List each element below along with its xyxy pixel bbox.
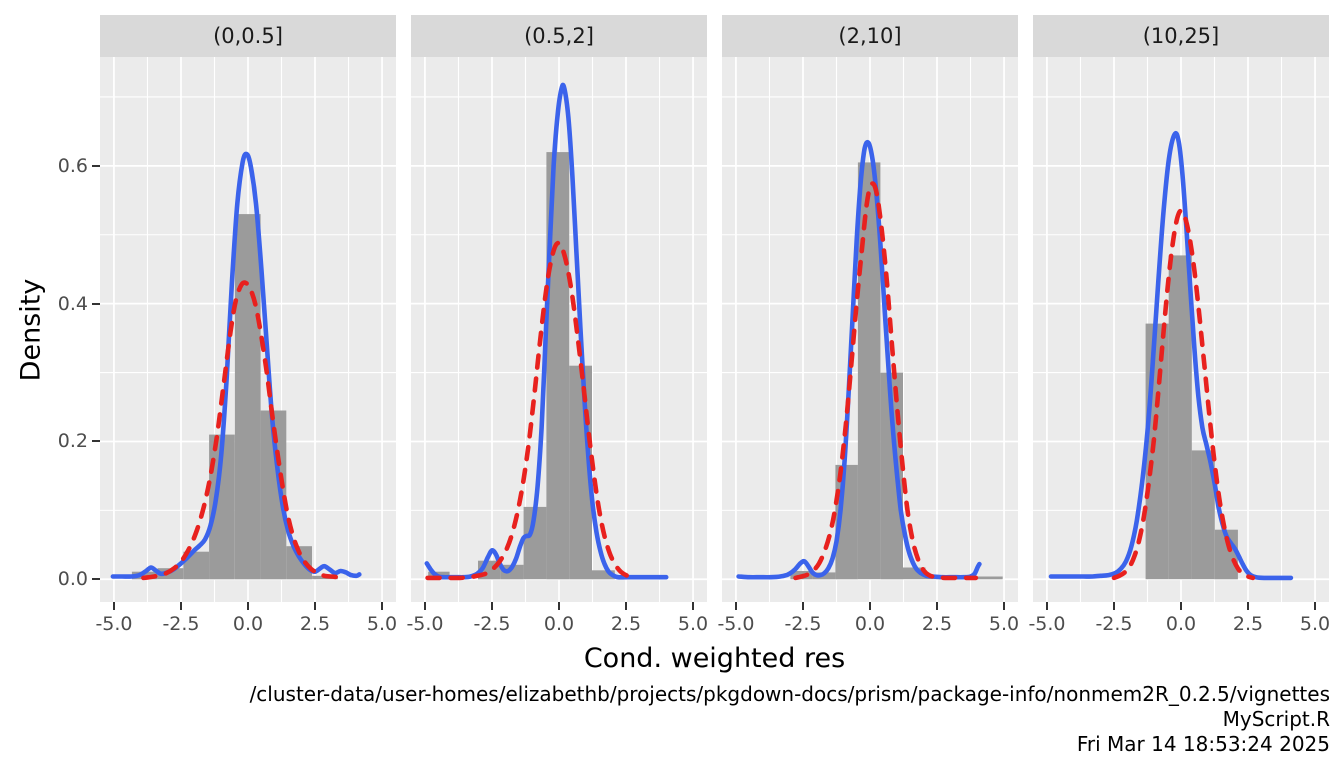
facet-panel — [100, 57, 396, 602]
y-tick-mark — [92, 303, 100, 305]
density-curve-red — [793, 181, 979, 581]
x-tick-mark — [1003, 602, 1005, 610]
x-tick-mark — [1046, 602, 1048, 610]
x-tick-mark — [936, 602, 938, 610]
density-curve-red — [425, 240, 637, 581]
y-tick-label: 0.2 — [57, 430, 88, 452]
x-tick-mark — [1314, 602, 1316, 610]
x-tick-label: -2.5 — [1095, 613, 1133, 635]
x-tick-label: 5.0 — [677, 613, 709, 635]
facet-strip-label: (2,10] — [838, 24, 902, 48]
histogram-bar — [234, 214, 261, 580]
facet-strip: (10,25] — [1033, 15, 1329, 57]
x-tick-label: -2.5 — [162, 613, 200, 635]
x-tick-mark — [314, 602, 316, 610]
x-tick-label: 2.5 — [921, 613, 953, 635]
histogram-bar — [1191, 450, 1215, 580]
x-tick-label: -5.0 — [406, 613, 444, 635]
x-tick-label: 5.0 — [1299, 613, 1331, 635]
caption: /cluster-data/user-homes/elizabethb/proj… — [250, 682, 1330, 757]
x-tick-label: 2.5 — [1232, 613, 1264, 635]
histogram-bar — [500, 564, 524, 580]
x-tick-label: -5.0 — [717, 613, 755, 635]
y-tick-label: 0.0 — [57, 568, 88, 590]
y-tick-mark — [92, 165, 100, 167]
facet-strip-label: (0,0.5] — [213, 24, 283, 48]
x-tick-mark — [180, 602, 182, 610]
histogram-bar — [903, 567, 926, 580]
density-curve-red — [1111, 208, 1256, 581]
x-tick-mark — [869, 602, 871, 610]
x-tick-label: 0.0 — [854, 613, 886, 635]
caption-line-path: /cluster-data/user-homes/elizabethb/proj… — [249, 682, 1330, 706]
y-tick-label: 0.4 — [57, 293, 88, 315]
x-tick-mark — [381, 602, 383, 610]
x-tick-label: 0.0 — [1165, 613, 1197, 635]
histogram-bar — [1168, 255, 1192, 580]
x-tick-mark — [735, 602, 737, 610]
x-tick-label: -5.0 — [1028, 613, 1066, 635]
x-tick-mark — [558, 602, 560, 610]
x-tick-label: 5.0 — [988, 613, 1020, 635]
facet-strip-label: (10,25] — [1142, 24, 1220, 48]
y-tick-label: 0.6 — [57, 155, 88, 177]
x-tick-mark — [1113, 602, 1115, 610]
density-curve-red — [141, 280, 346, 581]
facet-strip: (2,10] — [722, 15, 1018, 57]
histogram-bar — [592, 570, 615, 580]
x-tick-label: -5.0 — [95, 613, 133, 635]
x-tick-label: 2.5 — [299, 613, 331, 635]
histogram-bar — [1145, 323, 1169, 580]
y-tick-mark — [92, 440, 100, 442]
x-tick-label: -2.5 — [784, 613, 822, 635]
x-tick-label: 0.0 — [543, 613, 575, 635]
x-tick-mark — [424, 602, 426, 610]
x-tick-label: 0.0 — [232, 613, 264, 635]
facet-strip: (0,0.5] — [100, 15, 396, 57]
x-tick-label: -2.5 — [473, 613, 511, 635]
x-tick-label: 2.5 — [610, 613, 642, 635]
x-tick-mark — [1180, 602, 1182, 610]
histogram-bar — [523, 506, 547, 580]
y-tick-mark — [92, 578, 100, 580]
caption-line-script: MyScript.R — [1222, 707, 1330, 731]
facet-panel — [722, 57, 1018, 602]
caption-line-timestamp: Fri Mar 14 18:53:24 2025 — [1076, 732, 1330, 756]
x-tick-mark — [625, 602, 627, 610]
facet-panel — [411, 57, 707, 602]
x-axis-title: Cond. weighted res — [583, 643, 846, 674]
x-tick-mark — [247, 602, 249, 610]
histogram-bar — [975, 576, 1003, 580]
x-tick-mark — [1247, 602, 1249, 610]
facet-strip: (0.5,2] — [411, 15, 707, 57]
x-tick-label: 5.0 — [366, 613, 398, 635]
x-tick-mark — [491, 602, 493, 610]
x-tick-mark — [802, 602, 804, 610]
facet-panel — [1033, 57, 1329, 602]
x-tick-mark — [113, 602, 115, 610]
facet-strip-label: (0.5,2] — [524, 24, 594, 48]
histogram-bar — [857, 162, 881, 580]
x-tick-mark — [692, 602, 694, 610]
